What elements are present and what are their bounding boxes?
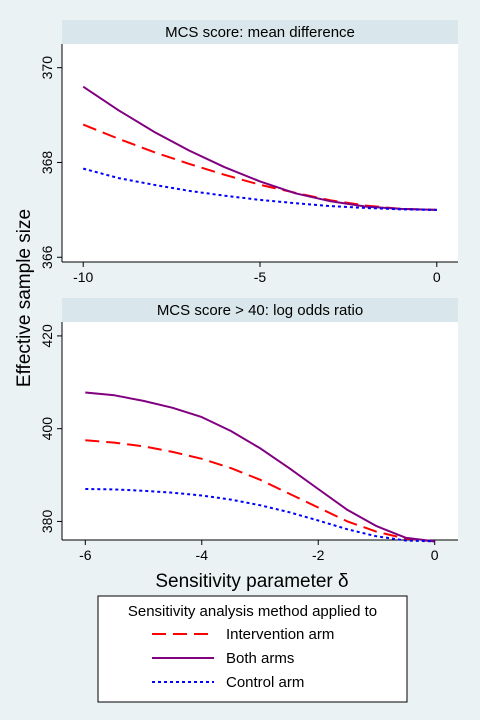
y-tick-label: 366: [39, 245, 55, 269]
y-tick-label: 370: [39, 56, 55, 80]
y-tick-label: 380: [39, 510, 55, 534]
legend-item-label: Control arm: [226, 674, 304, 691]
x-tick-label: -2: [312, 547, 325, 563]
y-tick-label: 400: [39, 417, 55, 441]
legend-item-label: Both arms: [226, 650, 294, 667]
x-tick-label: 0: [433, 269, 441, 285]
panel-1: MCS score: mean difference 366 368 370 -10 -5…: [39, 20, 458, 285]
panel-title: MCS score: mean difference: [165, 24, 355, 41]
y-tick-label: 420: [39, 324, 55, 348]
legend-title: Sensitivity analysis method applied to: [128, 603, 377, 620]
x-tick-label: -6: [79, 547, 92, 563]
series-line-control-arm: [85, 488, 435, 543]
legend-item-label: Intervention arm: [226, 626, 334, 643]
series-line-intervention-arm: [85, 439, 435, 543]
x-tick-label: -4: [196, 547, 209, 563]
series-line-control-arm: [82, 167, 437, 211]
panel-header: [62, 20, 458, 44]
panels: MCS score: mean difference 366 368 370 -10 -5…: [39, 20, 458, 563]
y-axis-label: Effective sample size: [14, 209, 35, 387]
x-tick-label: -10: [73, 269, 93, 285]
x-tick-label: 0: [431, 547, 439, 563]
legend-box: [97, 595, 408, 703]
x-tick-label: -5: [254, 269, 267, 285]
x-axis-label: Sensitivity parameter δ: [155, 571, 348, 592]
series-line-both-arms: [85, 391, 435, 543]
panel-2: MCS score > 40: log odds ratio 380 400 420 -…: [39, 298, 458, 563]
panel-header: [62, 298, 458, 322]
legend: Sensitivity analysis method applied to In…: [97, 595, 408, 703]
y-tick-label: 368: [39, 151, 55, 175]
series-line-both-arms: [82, 85, 437, 211]
plot-area: [62, 44, 458, 262]
plot-area: [62, 322, 458, 540]
panel-title: MCS score > 40: log odds ratio: [157, 302, 363, 319]
